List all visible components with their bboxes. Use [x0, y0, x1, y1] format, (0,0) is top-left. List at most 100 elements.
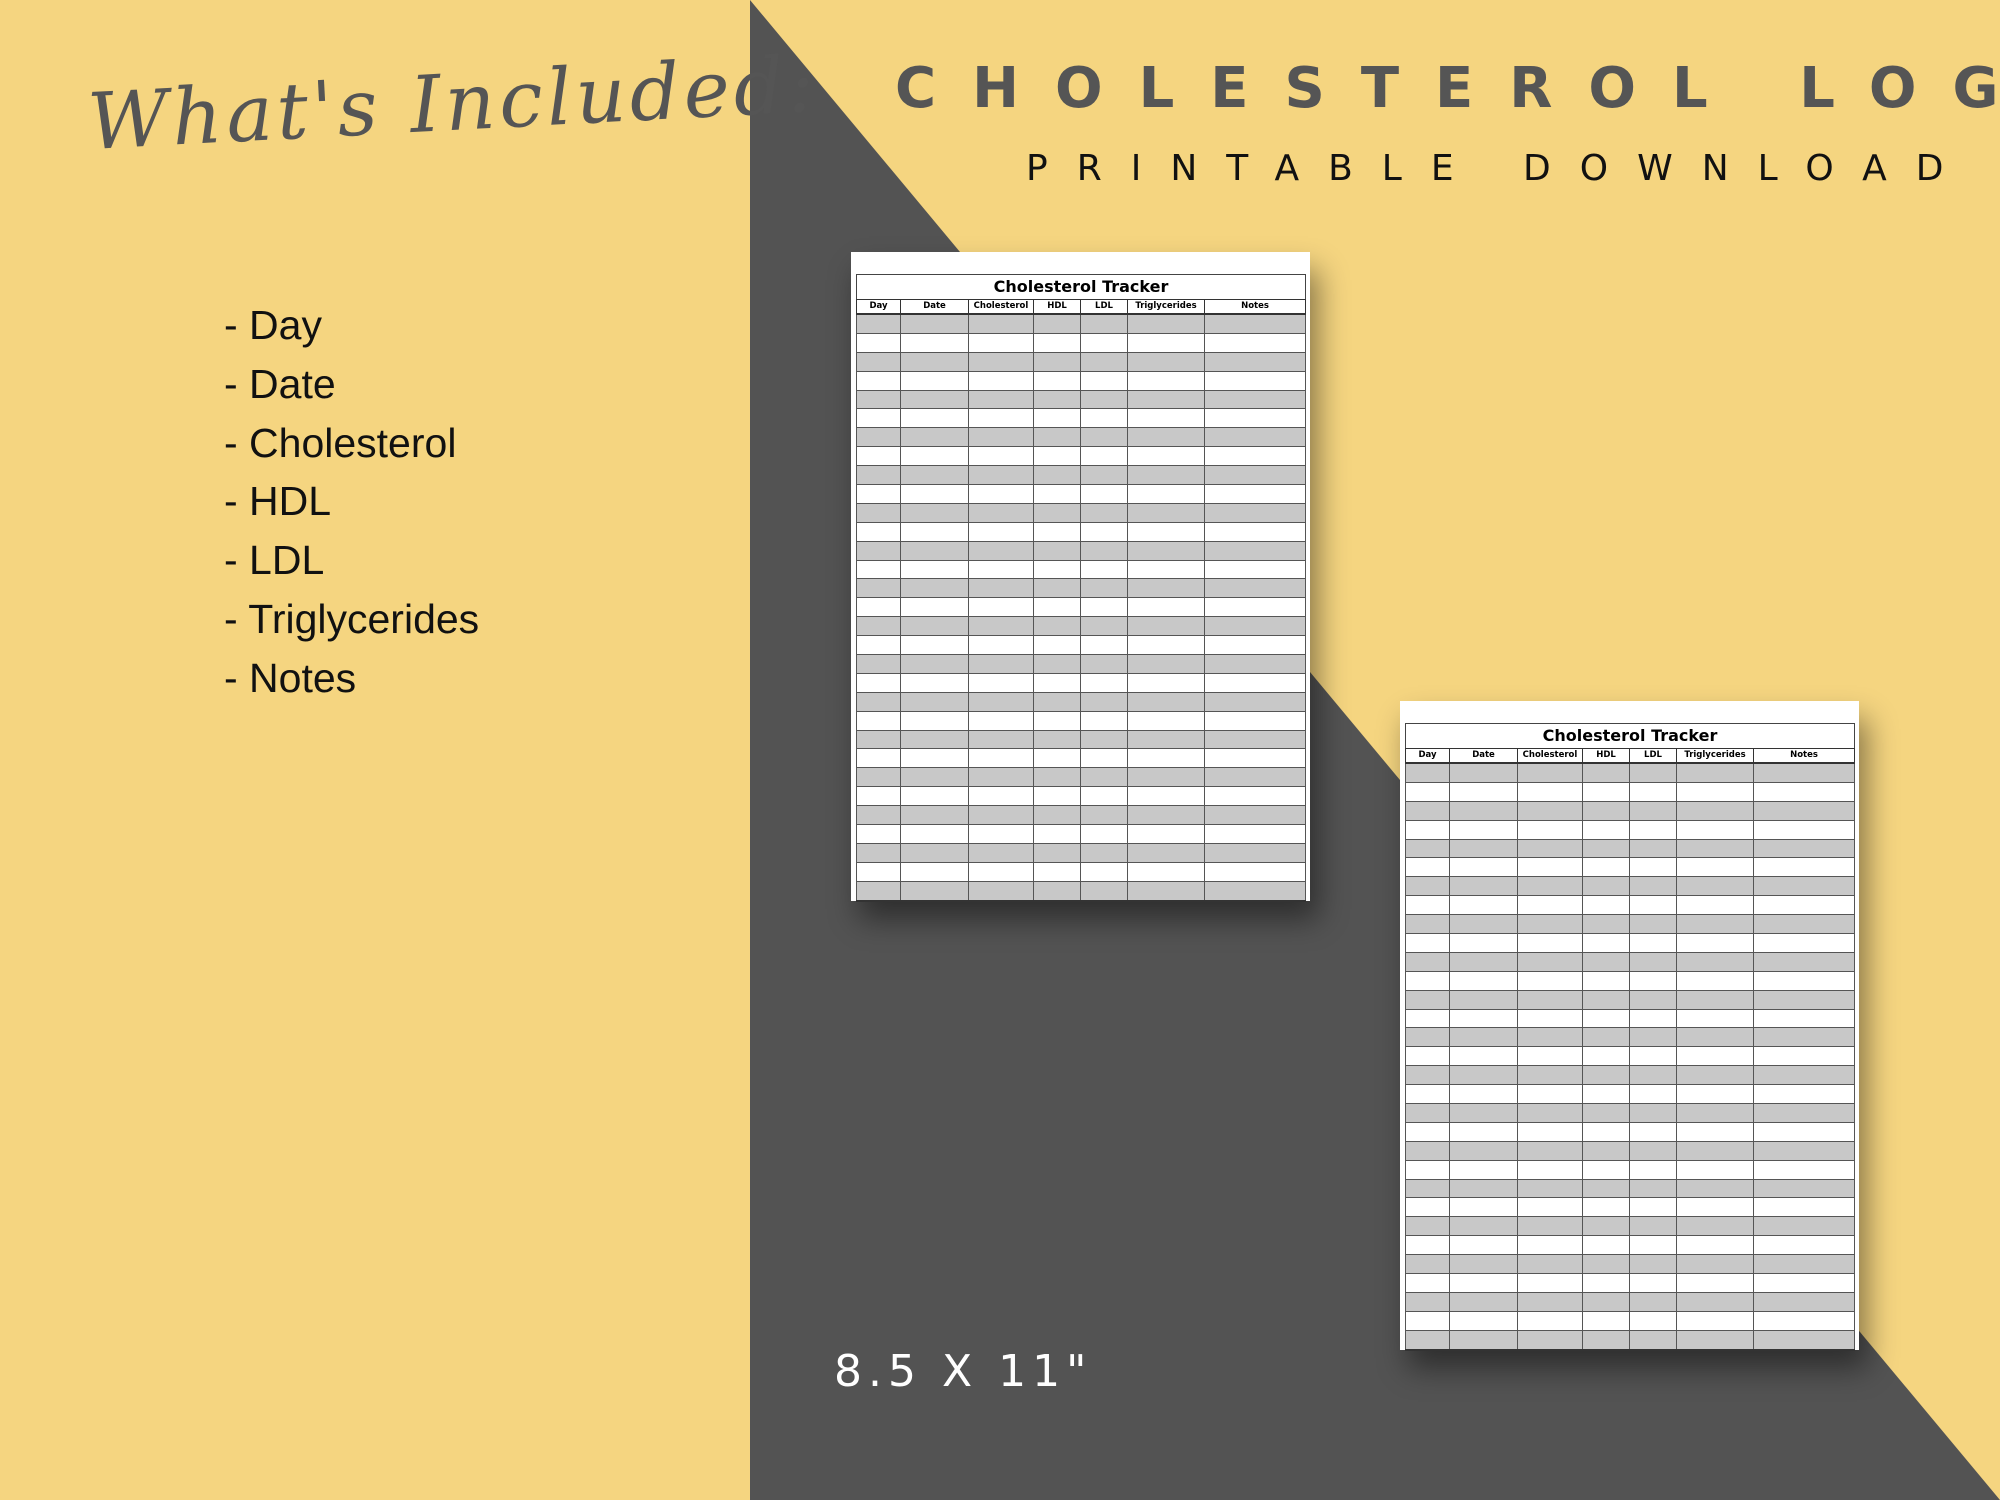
- table-cell: [1629, 1008, 1677, 1029]
- table-cell: [1127, 559, 1205, 580]
- included-item-ldl: - LDL: [224, 537, 325, 584]
- table-cell: [1582, 1008, 1630, 1029]
- table-cell: [1127, 521, 1205, 542]
- table-cell: [1033, 880, 1081, 902]
- table-cell: [1676, 1046, 1754, 1067]
- table-cell: [1080, 351, 1128, 372]
- table-cell: [900, 805, 969, 826]
- table-cell: [1582, 1084, 1630, 1105]
- table-cell: [1204, 616, 1306, 637]
- table-cell: [1517, 762, 1583, 783]
- table-cell: [1582, 1046, 1630, 1067]
- table-cell: [1517, 1197, 1583, 1218]
- table-cell: [1080, 597, 1128, 618]
- table-cell: [1449, 1103, 1518, 1123]
- table-cell: [1127, 861, 1205, 882]
- included-item-triglycerides: - Triglycerides: [224, 595, 480, 642]
- column-header-hdl: HDL: [1582, 748, 1630, 764]
- table-cell: [968, 880, 1034, 902]
- table-cell: [1582, 895, 1630, 916]
- table-cell: [1127, 824, 1205, 844]
- table-cell: [968, 672, 1034, 693]
- table-cell: [1405, 1329, 1450, 1351]
- table-cell: [1204, 729, 1306, 750]
- table-row: [856, 767, 1306, 788]
- table-cell: [1405, 1027, 1450, 1048]
- table-cell: [1582, 1235, 1630, 1256]
- table-cell: [1517, 914, 1583, 935]
- table-row: [856, 672, 1306, 693]
- table-cell: [856, 805, 901, 826]
- table-cell: [1676, 800, 1754, 821]
- table-row: [856, 578, 1306, 599]
- table-cell: [1517, 1159, 1583, 1180]
- table-cell: [1405, 876, 1450, 897]
- included-item-date: - Date: [224, 360, 336, 407]
- table-cell: [1676, 933, 1754, 953]
- table-cell: [1753, 895, 1855, 916]
- sub-title: PRINTABLE DOWNLOAD: [1026, 148, 1973, 189]
- table-cell: [1449, 762, 1518, 783]
- table-cell: [1127, 389, 1205, 410]
- table-cell: [1204, 427, 1306, 448]
- table-cell: [856, 710, 901, 731]
- table-cell: [1449, 895, 1518, 916]
- table-row: [856, 786, 1306, 807]
- table-cell: [1204, 559, 1306, 580]
- table-cell: [1127, 540, 1205, 561]
- table-cell: [1629, 914, 1677, 935]
- table-cell: [1204, 842, 1306, 863]
- table-cell: [1676, 762, 1754, 783]
- table-cell: [968, 597, 1034, 618]
- table-cell: [968, 370, 1034, 391]
- table-cell: [1080, 578, 1128, 599]
- table-cell: [1204, 691, 1306, 712]
- table-cell: [1405, 800, 1450, 821]
- table-cell: [1676, 1159, 1754, 1180]
- table-row: [1405, 1103, 1855, 1123]
- table-cell: [1582, 1159, 1630, 1180]
- table-cell: [900, 767, 969, 788]
- table-cell: [968, 805, 1034, 826]
- table-cell: [1405, 1065, 1450, 1086]
- table-cell: [1753, 1046, 1855, 1067]
- table-cell: [1449, 1008, 1518, 1029]
- table-cell: [900, 786, 969, 807]
- table-cell: [1517, 1065, 1583, 1086]
- table-cell: [1080, 786, 1128, 807]
- table-cell: [968, 521, 1034, 542]
- table-cell: [1517, 1216, 1583, 1237]
- table-cell: [1582, 1178, 1630, 1199]
- table-cell: [900, 465, 969, 486]
- table-cell: [856, 767, 901, 788]
- table-cell: [1033, 540, 1081, 561]
- table-cell: [856, 672, 901, 693]
- table-cell: [1449, 933, 1518, 953]
- table-cell: [900, 370, 969, 391]
- table-cell: [1127, 597, 1205, 618]
- table-row: [1405, 1121, 1855, 1142]
- table-cell: [1449, 951, 1518, 972]
- table-cell: [1676, 1121, 1754, 1142]
- table-cell: [1629, 762, 1677, 783]
- table-cell: [856, 370, 901, 391]
- table-cell: [1127, 880, 1205, 902]
- table-cell: [1676, 838, 1754, 859]
- table-cell: [1204, 408, 1306, 429]
- table-row: [856, 729, 1306, 750]
- column-header-date: Date: [900, 299, 969, 315]
- table-cell: [968, 540, 1034, 561]
- table-cell: [1449, 1235, 1518, 1256]
- table-cell: [1405, 857, 1450, 878]
- table-cell: [900, 824, 969, 844]
- table-cell: [900, 672, 969, 693]
- table-cell: [1517, 1254, 1583, 1275]
- table-cell: [1582, 1140, 1630, 1161]
- table-cell: [1127, 729, 1205, 750]
- column-header-day: Day: [1405, 748, 1450, 764]
- table-cell: [1629, 1197, 1677, 1218]
- table-cell: [1449, 1065, 1518, 1086]
- table-cell: [1080, 861, 1128, 882]
- table-cell: [1517, 989, 1583, 1010]
- tracker-title: Cholesterol Tracker: [856, 274, 1306, 299]
